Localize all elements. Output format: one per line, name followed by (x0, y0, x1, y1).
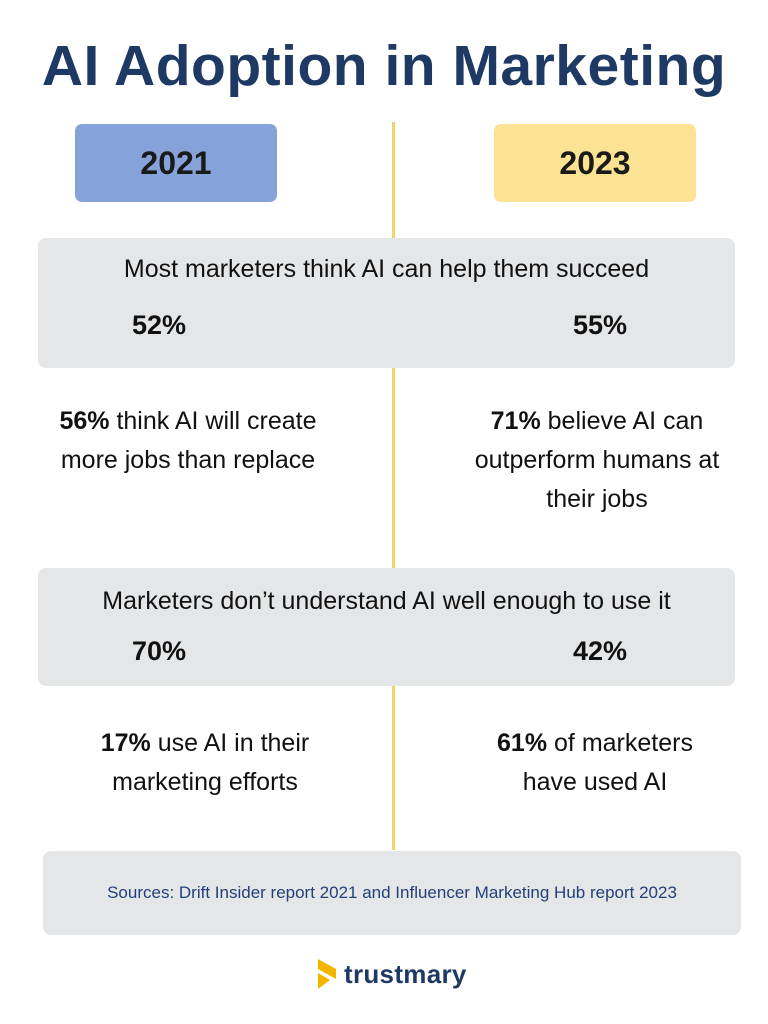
stat-value-2023: 55% (573, 310, 628, 340)
fact-2021-jobs: 56% think AI will create more jobs than … (58, 402, 318, 480)
fact-text: of marketers have used AI (522, 729, 693, 796)
stat-band-heading: Most marketers think AI can help them su… (123, 255, 650, 283)
stat-band-heading: Marketers don’t understand AI well enoug… (102, 587, 671, 615)
fact-2023-outperform: 71% believe AI can outperform humans at … (462, 402, 732, 519)
fact-text: think AI will create more jobs than repl… (60, 407, 317, 474)
fact-text: use AI in their marketing efforts (112, 729, 310, 796)
brand-logo: trustmary (316, 956, 467, 992)
page-title: AI Adoption in Marketing (41, 34, 727, 98)
fact-percent: 61% (497, 729, 548, 757)
year-label-2021: 2021 (75, 124, 277, 202)
stat-band-understand: Marketers don’t understand AI well enoug… (38, 568, 735, 686)
trustmary-logo-icon (318, 959, 336, 989)
fact-2023-used: 61% of marketers have used AI (470, 724, 720, 802)
fact-text: believe AI can outperform humans at thei… (474, 407, 720, 513)
stat-value-2023: 42% (573, 636, 628, 666)
fact-2021-use: 17% use AI in their marketing efforts (70, 724, 340, 802)
fact-percent: 71% (490, 407, 541, 435)
stat-value-2021: 52% (132, 310, 187, 340)
fact-percent: 56% (59, 407, 110, 435)
stat-value-2021: 70% (132, 636, 187, 666)
center-divider (392, 122, 395, 850)
year-label-2023: 2023 (494, 124, 696, 202)
sources-note: Sources: Drift Insider report 2021 and I… (43, 851, 741, 935)
brand-name: trustmary (344, 958, 467, 989)
fact-percent: 17% (100, 729, 151, 757)
stat-band-succeed: Most marketers think AI can help them su… (38, 238, 735, 368)
